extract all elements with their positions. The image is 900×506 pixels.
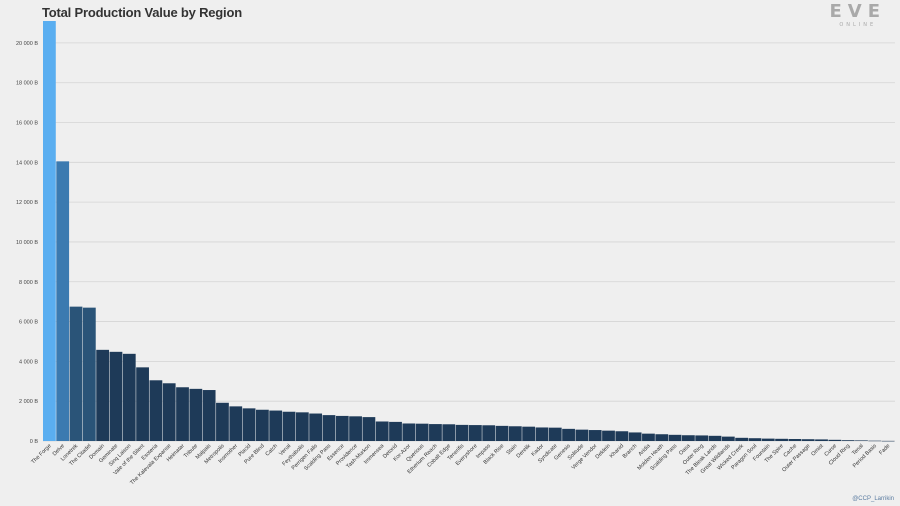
bar: [335, 415, 349, 441]
y-tick-label: 12 000 B: [16, 200, 38, 206]
bar: [429, 424, 442, 441]
bar: [495, 425, 509, 441]
bar: [535, 427, 549, 441]
bar: [455, 424, 469, 441]
bar: [788, 439, 802, 441]
bar: [176, 387, 189, 441]
bar-layer: [43, 21, 895, 442]
y-tick-label: 10 000 B: [16, 240, 38, 246]
bar: [162, 383, 176, 441]
bar: [96, 349, 110, 441]
bar: [748, 438, 762, 441]
x-tick-label: Fade: [878, 443, 891, 456]
y-tick-label: 4 000 B: [19, 359, 38, 365]
bar: [642, 433, 655, 441]
bar: [322, 415, 336, 441]
bar: [229, 406, 243, 441]
bar: [655, 434, 669, 441]
bar: [682, 435, 695, 441]
bar: [761, 438, 775, 441]
bar: [362, 417, 376, 441]
y-tick-label: 8 000 B: [19, 280, 38, 286]
bar: [402, 423, 416, 441]
bar: [415, 423, 429, 441]
bar: [562, 428, 575, 441]
bar: [735, 437, 749, 441]
bar: [482, 425, 496, 441]
bar: [508, 426, 522, 441]
y-tick-label: 16 000 B: [16, 121, 38, 127]
x-tick-label: Derelik: [516, 443, 533, 460]
bar: [389, 421, 402, 441]
bar: [602, 430, 615, 441]
bar: [269, 410, 283, 441]
x-tick-label: The Forge: [30, 443, 52, 465]
bar: [202, 390, 216, 441]
bar: [295, 412, 309, 441]
bar: [575, 429, 589, 441]
bar: [136, 367, 149, 441]
bar: [815, 439, 828, 441]
bar: [695, 435, 709, 441]
bar: [548, 427, 562, 441]
bar: [82, 307, 96, 441]
logo-word: EVE: [829, 1, 886, 22]
bar: [256, 409, 269, 441]
y-tick-label: 0 B: [30, 439, 39, 445]
bar: [349, 416, 362, 441]
bar: [721, 436, 735, 441]
bar: [828, 439, 842, 441]
grid-layer: 0 B 2 000 B 4 000 B 6 000 B 8 000 B 10 000 B 1…: [16, 41, 895, 445]
y-tick-label: 14 000 B: [16, 160, 38, 166]
x-tick-label: Catch: [265, 443, 279, 457]
bar: [122, 353, 136, 441]
y-tick-label: 2 000 B: [19, 399, 38, 405]
bar: [109, 351, 123, 441]
bar: [69, 306, 83, 441]
bar: [801, 439, 815, 441]
y-tick-label: 6 000 B: [19, 320, 38, 326]
bar: [588, 430, 602, 441]
bar: [442, 424, 456, 441]
bar: [522, 426, 536, 441]
bar: [309, 413, 323, 441]
x-tick-label: Deklein: [595, 443, 612, 460]
bar: [43, 21, 56, 441]
bar: [881, 440, 895, 442]
y-tick-label: 18 000 B: [16, 81, 38, 87]
bar: [242, 408, 256, 441]
eve-online-logo: EVE ONLINE: [829, 2, 886, 29]
logo-sub: ONLINE: [839, 22, 877, 28]
bar: [628, 432, 642, 441]
bar: [469, 425, 482, 441]
bar: [615, 431, 629, 441]
bar: [216, 402, 229, 441]
bar: [708, 435, 722, 441]
bar: [855, 440, 868, 441]
bar: [282, 411, 296, 441]
y-tick-label: 20 000 B: [16, 41, 38, 47]
x-tick-label: Omist: [810, 443, 825, 458]
bar: [841, 440, 855, 441]
bar: [56, 161, 70, 441]
bar: [775, 438, 788, 441]
bar: [375, 421, 389, 441]
bar: [668, 434, 682, 441]
chart-title: Total Production Value by Region: [42, 5, 242, 20]
bar: [149, 380, 163, 441]
bar: [189, 388, 203, 441]
bar: [868, 440, 882, 442]
credit-text: @CCP_Larrikin: [852, 496, 894, 502]
x-tick-label: Branch: [622, 443, 639, 460]
